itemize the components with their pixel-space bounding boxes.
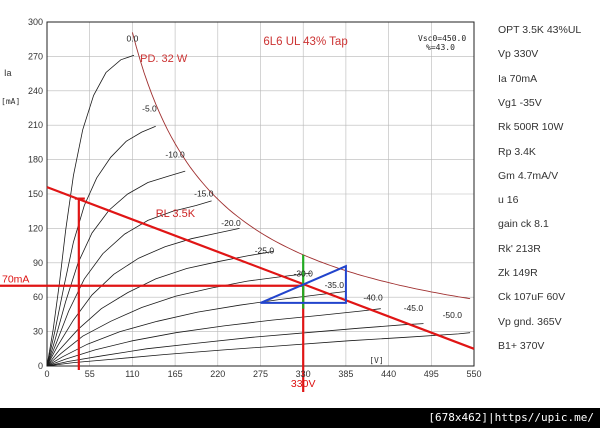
tube-parameter: Rk 500R 10W bbox=[498, 121, 564, 134]
x-tick-label: 165 bbox=[168, 369, 183, 379]
y-tick-label: 120 bbox=[28, 223, 43, 233]
x-tick-label: 110 bbox=[125, 369, 139, 379]
x-tick-label: 440 bbox=[381, 369, 396, 379]
tube-parameter: Zk 149R bbox=[498, 267, 538, 279]
x-tick-label: 220 bbox=[210, 369, 225, 379]
plate-curve bbox=[46, 54, 135, 367]
y-axis-label: Ia bbox=[4, 68, 12, 78]
plate-curve bbox=[46, 125, 156, 367]
plate-curve bbox=[46, 332, 471, 367]
tube-parameter: Rp 3.4K bbox=[498, 145, 536, 158]
load-line bbox=[46, 186, 475, 350]
operating-current-label: 70mA bbox=[2, 274, 29, 286]
grid-voltage-label: 0.0 bbox=[126, 33, 138, 43]
labels: 0 55 110 165 220 275 330 385 440 495 550 0 30 60 90 120… bbox=[1, 17, 482, 390]
tube-parameter: Ck 107uF 60V bbox=[498, 291, 566, 304]
plate-curve bbox=[46, 272, 312, 367]
x-tick-label: 0 bbox=[44, 369, 49, 379]
operating-voltage-label: 330V bbox=[291, 378, 316, 390]
grid bbox=[46, 21, 475, 367]
plate-curve bbox=[46, 200, 212, 367]
x-tick-label: 330 bbox=[296, 369, 311, 379]
y-axis-unit: [mA] bbox=[1, 97, 20, 106]
y-tick-label: 270 bbox=[28, 51, 43, 61]
x-axis-unit: [V] bbox=[369, 356, 383, 365]
plate-curve bbox=[46, 323, 424, 367]
grid-voltage-label: -45.0 bbox=[404, 303, 424, 313]
footer-bar: [678x462]|https//upic.me/ bbox=[0, 408, 600, 428]
grid-voltage-label: -35.0 bbox=[325, 280, 345, 290]
y-tick-label: 30 bbox=[33, 327, 43, 337]
load-line-label: RL 3.5K bbox=[156, 208, 196, 220]
plate-curve bbox=[46, 228, 240, 367]
plate-curve bbox=[46, 308, 381, 367]
tube-parameter: Rk' 213R bbox=[498, 242, 541, 255]
plate-curve bbox=[46, 291, 346, 367]
info-box-line: Vsc0=450.0 bbox=[418, 34, 466, 43]
grid-voltage-label: -25.0 bbox=[255, 246, 275, 256]
x-tick-label: 385 bbox=[338, 369, 353, 379]
x-tick-label: 550 bbox=[466, 369, 481, 379]
y-tick-label: 60 bbox=[33, 292, 43, 302]
tube-parameter: u 16 bbox=[498, 194, 519, 207]
tube-parameter: OPT 3.5K 43%UL bbox=[498, 24, 582, 36]
y-tick-label: 300 bbox=[28, 17, 43, 27]
grid-voltage-label: -10.0 bbox=[165, 149, 185, 159]
blue-triangle bbox=[260, 264, 347, 304]
tube-parameter: Vp gnd. 365V bbox=[498, 315, 562, 328]
tube-parameter: B1+ 370V bbox=[498, 339, 545, 352]
y-tick-label: 0 bbox=[38, 361, 43, 371]
plot-frame bbox=[46, 21, 475, 367]
dissipation-curve bbox=[131, 32, 471, 300]
y-tick-label: 210 bbox=[28, 120, 43, 130]
overlays bbox=[0, 186, 475, 392]
grid-voltage-label: -40.0 bbox=[363, 293, 383, 303]
y-tick-label: 240 bbox=[28, 86, 43, 96]
grid-voltage-label: -50.0 bbox=[443, 310, 463, 320]
dissipation-label: PD. 32 W bbox=[140, 53, 188, 65]
y-tick-label: 150 bbox=[28, 189, 43, 199]
x-tick-label: 275 bbox=[253, 369, 268, 379]
grid-voltage-label: -20.0 bbox=[221, 218, 241, 228]
plate-curve bbox=[46, 170, 186, 367]
tube-parameter: Ia 70mA bbox=[498, 72, 538, 85]
tube-parameter: gain ck 8.1 bbox=[498, 218, 549, 231]
y-tick-label: 180 bbox=[28, 155, 43, 165]
grid-voltage-label: -30.0 bbox=[294, 269, 314, 279]
tube-parameter: Vg1 -35V bbox=[498, 96, 542, 109]
tube-parameter: Vp 330V bbox=[498, 48, 539, 61]
y-tick-label: 90 bbox=[33, 258, 43, 268]
grid-voltage-label: -5.0 bbox=[142, 103, 157, 113]
x-tick-label: 55 bbox=[85, 369, 95, 379]
footer-text: [678x462]|https//upic.me/ bbox=[428, 411, 594, 424]
grid-voltage-label: -15.0 bbox=[194, 188, 214, 198]
info-box-line: %=43.0 bbox=[426, 43, 455, 52]
x-tick-label: 495 bbox=[424, 369, 439, 379]
tube-parameter: Gm 4.7mA/V bbox=[498, 169, 559, 182]
chart-title: 6L6 UL 43% Tap bbox=[263, 36, 347, 48]
